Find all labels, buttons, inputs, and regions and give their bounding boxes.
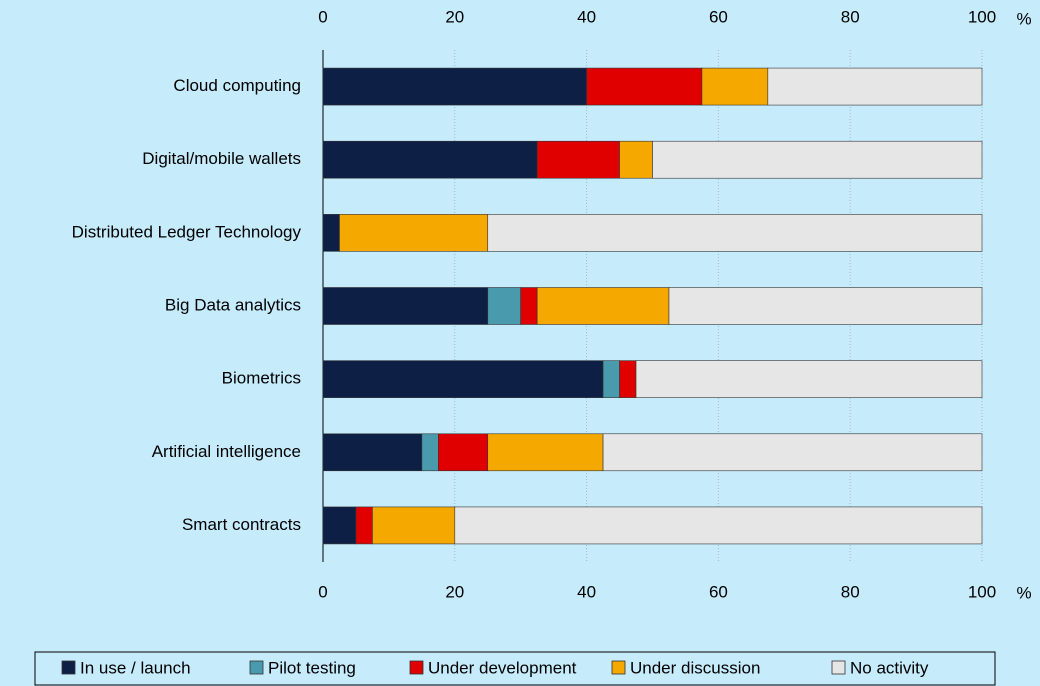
bar-segment: [487, 214, 983, 252]
bar-segment: [339, 214, 489, 252]
y-tick-label: Big Data analytics: [165, 295, 301, 314]
bar-segment: [438, 433, 489, 472]
bar-segment: [372, 506, 456, 545]
legend-label: In use / launch: [80, 658, 191, 677]
x-tick-label-bottom: 40: [577, 582, 596, 601]
legend-label: Under development: [428, 658, 577, 677]
bar-segment: [322, 67, 587, 106]
bar-segment: [421, 433, 439, 472]
legend-label: Pilot testing: [268, 658, 356, 677]
x-tick-label-bottom: 100: [968, 582, 996, 601]
legend-marker: [409, 660, 424, 675]
legend-label: No activity: [850, 658, 929, 677]
y-tick-label: Cloud computing: [173, 76, 301, 95]
bar-segment: [322, 214, 340, 252]
bar-segment: [602, 360, 620, 398]
x-unit-bottom: %: [1016, 583, 1031, 602]
bar-segment: [536, 287, 670, 325]
x-tick-label-top: 60: [709, 7, 728, 26]
legend-label: Under discussion: [630, 658, 760, 677]
bar-segment: [487, 433, 604, 472]
bar-segment: [487, 287, 522, 325]
x-tick-label-top: 20: [445, 7, 464, 26]
bar-segment: [536, 140, 620, 179]
legend-box: [34, 651, 996, 686]
bar-segment: [355, 506, 373, 545]
y-tick-label: Digital/mobile wallets: [142, 149, 301, 168]
bar-segment: [701, 67, 769, 106]
y-tick-label: Artificial intelligence: [152, 442, 301, 461]
x-tick-label-bottom: 80: [841, 582, 860, 601]
bar-segment: [586, 67, 703, 106]
x-unit-top: %: [1016, 9, 1031, 28]
legend-marker: [249, 660, 264, 675]
y-tick-label: Smart contracts: [182, 515, 301, 534]
bar-segment: [619, 360, 637, 398]
x-tick-label-bottom: 60: [709, 582, 728, 601]
bar-segment: [635, 360, 983, 398]
bar-segment: [322, 287, 489, 325]
x-tick-label-top: 0: [318, 7, 327, 26]
legend-marker: [831, 660, 846, 675]
bar-segment: [520, 287, 538, 325]
legend-marker: [61, 660, 76, 675]
y-tick-label: Biometrics: [222, 369, 301, 388]
y-tick-label: Distributed Ledger Technology: [72, 222, 302, 241]
x-tick-label-bottom: 0: [318, 582, 327, 601]
x-tick-label-top: 100: [968, 7, 996, 26]
bar-segment: [652, 140, 983, 179]
bar-segment: [619, 140, 653, 179]
bar-segment: [322, 360, 604, 398]
x-tick-label-bottom: 20: [445, 582, 464, 601]
bar-segment: [322, 506, 357, 545]
bar-segment: [767, 67, 983, 106]
x-tick-label-top: 40: [577, 7, 596, 26]
bar-segment: [454, 506, 983, 545]
x-tick-label-top: 80: [841, 7, 860, 26]
bar-segment: [668, 287, 983, 325]
bar-segment: [602, 433, 983, 472]
legend-marker: [611, 660, 626, 675]
bar-segment: [322, 140, 538, 179]
bar-segment: [322, 433, 423, 472]
